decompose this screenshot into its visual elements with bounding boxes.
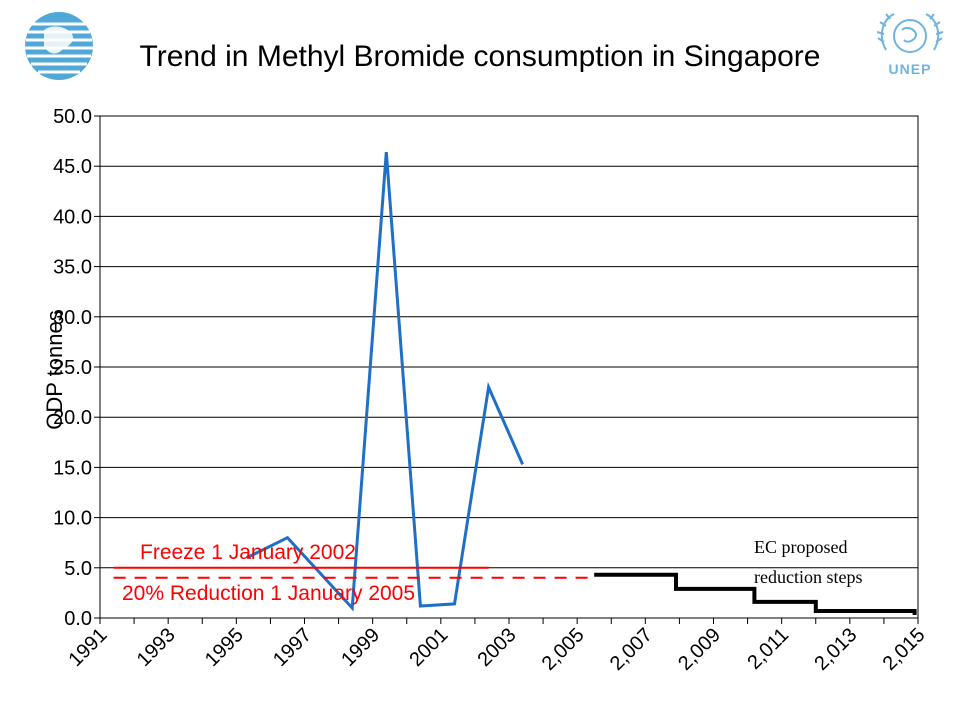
y-tick-label: 35.0 — [53, 257, 92, 279]
y-tick-label: 50.0 — [53, 106, 92, 128]
y-tick-label: 40.0 — [53, 206, 92, 228]
unep-logo-text: UNEP — [889, 61, 932, 77]
y-tick-label: 25.0 — [53, 357, 92, 379]
series-ec-steps-line — [594, 572, 917, 615]
grid-layer — [100, 165, 918, 569]
y-tick-label: 10.0 — [53, 508, 92, 530]
x-tick-label: 2,005 — [538, 624, 589, 675]
x-tick-label: 2,009 — [674, 624, 725, 675]
x-tick-label: 2001 — [405, 624, 452, 671]
reduction-annotation: 20% Reduction 1 January 2005 — [122, 582, 415, 605]
x-tick-label: 1991 — [65, 624, 112, 671]
ec-annotation-line1: EC proposed — [754, 537, 848, 557]
x-tick-label: 1999 — [337, 624, 384, 671]
y-tick-label: 20.0 — [53, 407, 92, 429]
chart-title: Trend in Methyl Bromide consumption in S… — [139, 40, 821, 73]
y-axis-label: ODP tonnes — [42, 310, 67, 429]
y-tick-label: 0.0 — [64, 608, 92, 630]
series-layer — [113, 151, 917, 615]
x-tick-label: 2,015 — [879, 624, 930, 675]
y-tick-label: 30.0 — [53, 307, 92, 329]
globe-logo — [25, 12, 93, 80]
axis-layer — [94, 115, 919, 624]
y-tick-label: 15.0 — [53, 457, 92, 479]
x-tick-label: 2003 — [474, 624, 521, 671]
unep-logo: UNEP — [876, 13, 944, 77]
x-tick-label: 2,011 — [743, 624, 793, 674]
x-tick-label: 2,007 — [606, 624, 657, 675]
freeze-annotation: Freeze 1 January 2002 — [140, 541, 356, 564]
y-tick-label: 5.0 — [64, 558, 92, 580]
x-tick-label: 1995 — [201, 624, 248, 671]
series-consumption-line — [245, 151, 524, 612]
x-tick-label: 2,013 — [810, 624, 861, 675]
x-tick-label: 1993 — [133, 624, 180, 671]
x-tick-label: 1997 — [269, 624, 316, 671]
ec-annotation-line2: reduction steps — [754, 567, 862, 587]
y-tick-label: 45.0 — [53, 156, 92, 178]
